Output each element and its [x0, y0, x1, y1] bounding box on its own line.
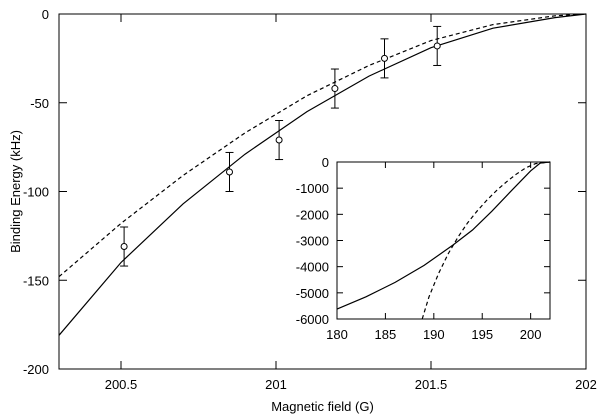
- data-point: [226, 168, 233, 176]
- x-tick-label: 201: [265, 377, 287, 392]
- x-axis-label: Magnetic field (G): [271, 399, 374, 414]
- x-tick-label: 200.5: [105, 377, 138, 392]
- inset-y-tick-label: -5000: [296, 286, 329, 301]
- x-tick-label: 202: [575, 377, 597, 392]
- main-series-solid-line: [58, 13, 587, 336]
- inset-y-tick-label: -1000: [296, 181, 329, 196]
- inset-x-tick-label: 195: [471, 327, 493, 342]
- y-tick-label: -200: [23, 362, 49, 377]
- data-point: [381, 54, 388, 62]
- inset-x-tick-label: 185: [375, 327, 397, 342]
- y-tick-label: 0: [42, 7, 49, 22]
- inset-plot: 180 185 190 195 200 0 -1000 -2000 -3000 -4000 -500…: [296, 155, 551, 342]
- inset-y-tick-label: -2000: [296, 207, 329, 222]
- inset-series-solid-line: [336, 161, 551, 310]
- main-plot: 200.5 201 201.5 202 0 -50 -100 -150 -200 Magnetic…: [8, 7, 597, 414]
- y-axis-label: Binding Energy (kHz): [8, 130, 23, 253]
- inset-y-tick-label: -3000: [296, 234, 329, 249]
- y-tick-label: -100: [23, 185, 49, 200]
- data-point: [120, 243, 128, 251]
- inset-x-tick-label: 180: [326, 327, 348, 342]
- inset-x-tick-label: 200: [520, 327, 542, 342]
- y-tick-label: -150: [23, 273, 49, 288]
- inset-x-tick-label: 190: [423, 327, 445, 342]
- inset-y-tick-label: 0: [322, 155, 329, 170]
- inset-series-dashed-line: [421, 161, 551, 320]
- y-tick-label: -50: [30, 96, 49, 111]
- data-point: [331, 85, 339, 93]
- data-point: [433, 42, 441, 50]
- main-series-dashed-line: [58, 13, 587, 278]
- data-point: [275, 136, 283, 144]
- inset-y-tick-label: -4000: [296, 260, 329, 275]
- inset-y-tick-label: -6000: [296, 312, 329, 327]
- x-tick-label: 201.5: [415, 377, 448, 392]
